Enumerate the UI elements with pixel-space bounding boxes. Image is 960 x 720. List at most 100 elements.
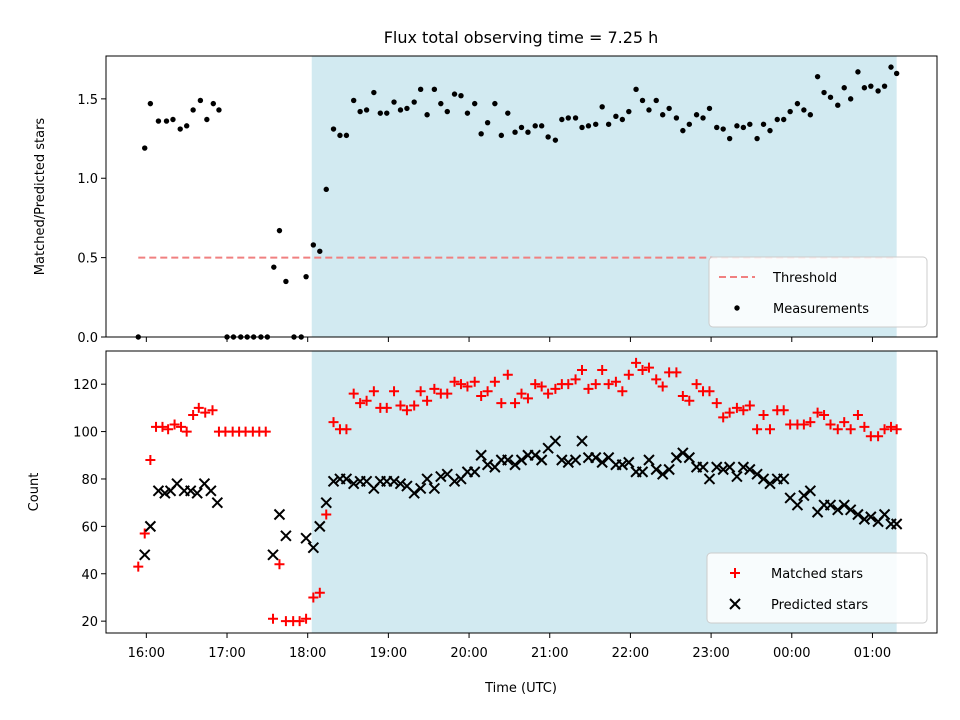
measurement-point <box>147 100 154 107</box>
measurement-point <box>821 89 827 96</box>
matched-stars-point <box>691 379 702 390</box>
predicted-stars-point <box>852 508 864 521</box>
measurement-point <box>538 123 545 129</box>
matched-stars-point <box>268 613 279 624</box>
measurement-point <box>794 100 801 107</box>
measurement-point <box>323 186 329 193</box>
predicted-stars-point <box>475 449 487 461</box>
predicted-stars-point <box>623 456 635 469</box>
matched-stars-point <box>718 412 729 423</box>
predicted-stars-point <box>650 463 662 476</box>
measurement-point <box>814 73 821 80</box>
predicted-stars-point <box>731 470 743 483</box>
predicted-stars-point <box>744 463 756 476</box>
predicted-stars-point <box>764 477 776 490</box>
measurement-point <box>363 107 370 113</box>
predicted-stars-point <box>191 487 203 499</box>
measurement-point <box>464 110 471 116</box>
y-tick-label: 40 <box>81 568 98 583</box>
ratio-panel: 0.0 0.5 1.0 1.5 Matched/Predicted stars Thres… <box>33 55 938 346</box>
matched-stars-point <box>328 417 339 428</box>
matched-stars-point <box>181 426 192 437</box>
predicted-stars-point <box>300 532 312 544</box>
matched-stars-point <box>496 398 507 409</box>
measurement-point <box>424 112 430 118</box>
matched-stars-point <box>395 400 406 411</box>
measurement-point <box>693 112 700 118</box>
measurement-point <box>613 113 619 120</box>
measurement-point <box>391 99 397 105</box>
matched-stars-point <box>308 592 319 603</box>
measurement-point <box>579 124 585 131</box>
measurement-point <box>210 100 217 107</box>
measurement-point <box>397 107 404 113</box>
matched-stars-point <box>825 419 836 430</box>
measurement-point <box>807 112 814 118</box>
measurement-point <box>680 127 686 134</box>
predicted-stars-point <box>185 485 197 497</box>
predicted-stars-point <box>509 459 521 471</box>
axes-frame <box>105 55 938 338</box>
matched-stars-point <box>469 376 480 387</box>
predicted-stars-point <box>670 451 683 464</box>
matched-stars-point <box>886 421 897 432</box>
matched-stars-point <box>482 386 493 397</box>
predicted-stars-point <box>590 451 602 464</box>
matched-stars-point <box>603 379 614 390</box>
predicted-stars-point <box>832 504 844 516</box>
measurement-point <box>787 108 793 115</box>
predicted-stars-point <box>838 499 850 511</box>
matched-stars-point <box>321 509 332 520</box>
matched-stars-point <box>671 367 682 378</box>
x-axis-label: Time (UTC) <box>484 681 557 696</box>
measurement-point <box>841 85 847 91</box>
measurement-point <box>734 123 740 129</box>
measurement-point <box>276 227 283 234</box>
y-tick-label: 0.0 <box>77 331 98 346</box>
matched-stars-point <box>176 421 187 432</box>
predicted-stars-point <box>562 456 575 469</box>
measurement-point <box>774 116 780 123</box>
x-tick-label: 16:00 <box>128 646 165 661</box>
measurement-point <box>714 124 720 131</box>
measurement-point <box>498 132 505 139</box>
predicted-stars-point <box>703 473 716 485</box>
measurement-point <box>271 264 277 270</box>
measurement-point <box>377 110 384 116</box>
predicted-stars-point <box>421 473 433 485</box>
x-tick-label: 00:00 <box>773 646 810 661</box>
matched-stars-point <box>133 561 144 572</box>
measurement-point <box>847 96 854 102</box>
matched-stars-point <box>157 421 168 432</box>
measurement-point <box>512 129 518 135</box>
measurement-point <box>633 86 639 93</box>
measurement-point <box>801 107 807 113</box>
measurement-point <box>170 116 176 123</box>
predicted-stars-point <box>844 504 857 516</box>
measurement-point <box>492 100 498 107</box>
matched-stars-point <box>778 405 789 416</box>
y-tick-label: 120 <box>73 378 98 393</box>
measurement-point <box>411 99 417 105</box>
predicted-stars-point <box>414 482 427 495</box>
predicted-stars-point <box>711 461 723 473</box>
matched-stars-point <box>476 391 487 402</box>
matched-stars-point <box>631 357 642 368</box>
matched-stars-point <box>845 424 856 435</box>
predicted-stars-point <box>428 482 441 495</box>
matched-stars-point <box>711 398 722 409</box>
matched-stars-point <box>852 409 863 420</box>
predicted-stars-point <box>791 499 804 511</box>
predicted-stars-point <box>643 454 655 466</box>
matched-stars-point <box>704 386 715 397</box>
predicted-stars-point <box>502 454 514 466</box>
matched-stars-point <box>341 424 352 435</box>
measurement-point <box>686 121 693 127</box>
measurement-point <box>532 123 538 129</box>
predicted-stars-point <box>549 435 562 447</box>
measurement-point <box>451 91 458 97</box>
matched-stars-point <box>163 424 174 435</box>
matched-stars-point <box>301 613 312 624</box>
matched-stars-point <box>169 419 180 430</box>
matched-stars-point <box>294 616 305 627</box>
